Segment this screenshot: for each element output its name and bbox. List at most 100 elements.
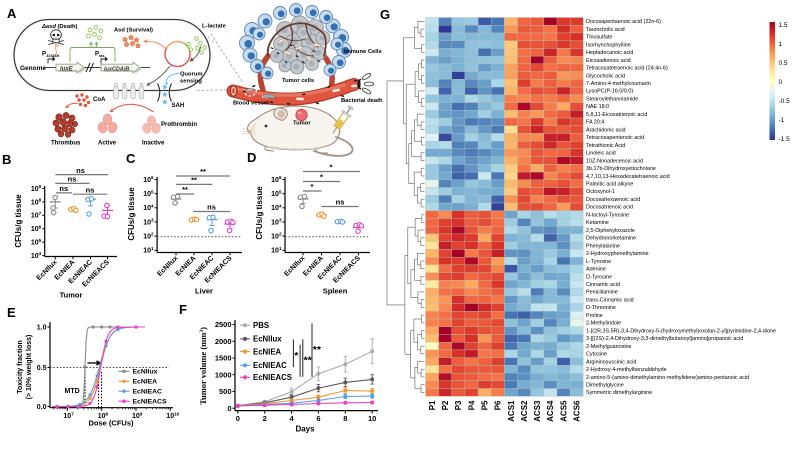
svg-text:EcNIEACS: EcNIEACS xyxy=(253,373,292,382)
svg-text:107: 107 xyxy=(63,411,74,420)
svg-text:102: 102 xyxy=(271,232,282,241)
svg-text:L-Tyrosine: L-Tyrosine xyxy=(586,259,611,265)
svg-text:**: ** xyxy=(200,167,206,176)
svg-text:108: 108 xyxy=(98,411,109,420)
svg-text:ns: ns xyxy=(86,185,95,194)
svg-text:ns: ns xyxy=(59,184,68,193)
svg-text:EcNIEAC: EcNIEAC xyxy=(133,389,163,396)
svg-text:D-Threonine: D-Threonine xyxy=(586,305,616,311)
svg-text:0: 0 xyxy=(236,414,240,423)
svg-text:1-[(2R,3S,5R)-3,4-Dihydroxy-5-: 1-[(2R,3S,5R)-3,4-Dihydroxy-5-(hydroxyme… xyxy=(586,328,776,334)
svg-text:107: 107 xyxy=(31,211,42,220)
svg-text:Docosapentaenoic acid (22n-6): Docosapentaenoic acid (22n-6) xyxy=(586,19,661,25)
svg-text:EcNIlux: EcNIlux xyxy=(133,369,158,376)
svg-text:luxE: luxE xyxy=(60,66,74,72)
svg-text:1010: 1010 xyxy=(166,411,179,420)
svg-text:Asd (Survival): Asd (Survival) xyxy=(114,28,153,34)
svg-text:Isorhynchophylline: Isorhynchophylline xyxy=(586,42,631,48)
svg-text:D-Tyrosine: D-Tyrosine xyxy=(586,274,612,280)
svg-text:Argininosuccinic acid: Argininosuccinic acid xyxy=(586,359,636,365)
svg-text:(> 10% weight loss): (> 10% weight loss) xyxy=(26,335,33,400)
svg-text:EcNIEAC: EcNIEAC xyxy=(253,361,287,370)
svg-text:0: 0 xyxy=(227,404,231,413)
svg-text:Phenylalanine: Phenylalanine xyxy=(586,243,620,249)
svg-text:EcNIEA: EcNIEA xyxy=(253,347,282,356)
svg-text:ACS1: ACS1 xyxy=(507,400,516,422)
svg-text:Dose (CFUs): Dose (CFUs) xyxy=(88,419,134,428)
svg-text:Dehydronorketamine: Dehydronorketamine xyxy=(586,236,636,242)
svg-text:-1: -1 xyxy=(779,117,785,124)
svg-text:0: 0 xyxy=(779,79,783,86)
svg-text:Tumor cells: Tumor cells xyxy=(282,78,314,84)
svg-text:Docosahexaenoic acid: Docosahexaenoic acid xyxy=(586,197,640,203)
svg-text:Glycocholic acid: Glycocholic acid xyxy=(586,73,625,79)
svg-text:*: * xyxy=(320,173,323,182)
svg-text:Immune Cells: Immune Cells xyxy=(344,49,382,55)
svg-text:P4: P4 xyxy=(467,400,476,410)
svg-text:106: 106 xyxy=(271,175,282,184)
svg-text:3-[[(2S)-2,4-Dihydroxy-3,3-dim: 3-[[(2S)-2,4-Dihydroxy-3,3-dimethylbutan… xyxy=(586,336,743,342)
svg-text:ACS3: ACS3 xyxy=(533,400,542,422)
svg-text:P6: P6 xyxy=(494,400,503,410)
svg-text:109: 109 xyxy=(132,411,143,420)
svg-text:ns: ns xyxy=(207,203,216,212)
svg-text:PBS: PBS xyxy=(253,321,269,330)
svg-text:0.0: 0.0 xyxy=(37,404,47,411)
svg-text:P2: P2 xyxy=(441,400,450,410)
svg-text:105: 105 xyxy=(271,189,282,198)
svg-text:Penicillamine: Penicillamine xyxy=(586,290,618,296)
svg-text:Taurocholic acid: Taurocholic acid xyxy=(586,27,625,33)
svg-text:G: G xyxy=(380,7,390,22)
svg-text:101: 101 xyxy=(271,246,282,255)
svg-text:2500: 2500 xyxy=(215,320,232,329)
svg-text:10: 10 xyxy=(368,414,376,423)
svg-text:104: 104 xyxy=(143,203,154,212)
svg-text:ACS6: ACS6 xyxy=(573,400,582,422)
svg-text:ns: ns xyxy=(336,198,345,207)
svg-text:8: 8 xyxy=(343,414,347,423)
svg-text:Bacterial death: Bacterial death xyxy=(341,98,383,104)
svg-text:0.5: 0.5 xyxy=(37,365,47,372)
svg-text:D: D xyxy=(247,150,256,165)
svg-text:Tumor volume (mm3): Tumor volume (mm3) xyxy=(198,327,208,405)
svg-text:4,7,10,13-Hexadecatetraenoic a: 4,7,10,13-Hexadecatetraenoic acid xyxy=(586,174,670,180)
svg-text:P5: P5 xyxy=(481,400,490,410)
svg-text:-0.5: -0.5 xyxy=(779,98,791,105)
svg-text:101: 101 xyxy=(143,246,154,255)
svg-text:CFUs/g tissue: CFUs/g tissue xyxy=(127,187,136,241)
svg-text:1.0: 1.0 xyxy=(37,324,47,331)
svg-text:*: * xyxy=(330,163,333,172)
svg-text:FA 20:4: FA 20:4 xyxy=(586,120,604,126)
svg-text:Tetrathionic Acid: Tetrathionic Acid xyxy=(586,143,625,149)
svg-text:103: 103 xyxy=(271,218,282,227)
svg-text:Octoxynol-1: Octoxynol-1 xyxy=(586,189,615,195)
svg-text:**: ** xyxy=(313,344,322,356)
svg-text:105: 105 xyxy=(143,189,154,198)
svg-text:ACS4: ACS4 xyxy=(546,400,555,422)
svg-text:P3: P3 xyxy=(454,400,463,410)
svg-text:NAE 18:0: NAE 18:0 xyxy=(586,104,609,110)
svg-text:Tetracosatetraenoic acid (24:4: Tetracosatetraenoic acid (24:4n-6) xyxy=(586,66,668,72)
svg-text:2-Hydroxy-4-methylbenzaldehyde: 2-Hydroxy-4-methylbenzaldehyde xyxy=(586,367,667,373)
svg-text:Stearoylethanolamide: Stearoylethanolamide xyxy=(586,97,638,103)
svg-text:104: 104 xyxy=(31,251,42,260)
svg-text:Thrombus: Thrombus xyxy=(51,141,81,147)
svg-text:Ketamine: Ketamine xyxy=(586,220,609,226)
svg-text:CoA: CoA xyxy=(93,97,106,103)
svg-text:ns: ns xyxy=(68,175,77,184)
svg-text:*: * xyxy=(294,350,299,362)
svg-text:LysoPC(P-16:0/0:0): LysoPC(P-16:0/0:0) xyxy=(586,89,633,95)
svg-text:Quorum: Quorum xyxy=(180,72,203,78)
svg-text:Plas: Plas xyxy=(95,52,105,59)
svg-text:**: ** xyxy=(182,185,188,194)
svg-text:103: 103 xyxy=(143,218,154,227)
svg-text:3b,17b-Dihydroxyetiocholane: 3b,17b-Dihydroxyetiocholane xyxy=(586,166,656,172)
svg-text:SAH: SAH xyxy=(172,103,185,109)
svg-text:ACS5: ACS5 xyxy=(559,400,568,422)
svg-text:Cytosine: Cytosine xyxy=(586,352,607,358)
svg-text:ACS2: ACS2 xyxy=(520,400,529,422)
svg-text:105: 105 xyxy=(31,238,42,247)
svg-text:2000: 2000 xyxy=(215,337,232,346)
svg-text:2-amino-5-(amino-dimethylamino: 2-amino-5-(amino-dimethylamino-methylide… xyxy=(586,375,749,381)
svg-text:2: 2 xyxy=(263,414,267,423)
